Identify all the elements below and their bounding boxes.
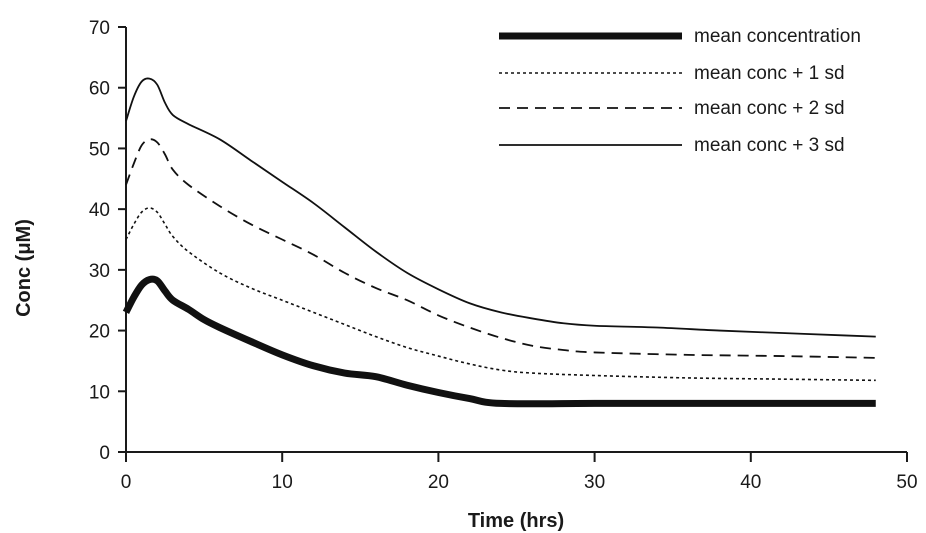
- series-line-3: [125, 138, 876, 359]
- y-tick-label: 0: [99, 443, 110, 464]
- series-line-1: [122, 275, 876, 408]
- series-layer: [122, 77, 876, 408]
- series-line-2: [125, 207, 876, 382]
- y-tick-label: 70: [89, 18, 110, 39]
- y-tick-label: 30: [89, 261, 110, 282]
- y-tick-label: 10: [89, 382, 110, 403]
- y-tick-label: 20: [89, 322, 110, 343]
- x-tick-label: 40: [740, 472, 761, 493]
- x-tick-label: 10: [272, 472, 293, 493]
- ticks: 0 10 20 30 40 50 60 70 0 10 20 30 40 50: [89, 18, 918, 493]
- legend-label-3: mean conc + 2 sd: [694, 98, 845, 119]
- x-tick-label: 50: [896, 472, 917, 493]
- x-tick-label: 30: [584, 472, 605, 493]
- series-line-4: [125, 77, 876, 338]
- y-axis-title: Conc (μM): [13, 219, 35, 317]
- x-axis-title: Time (hrs): [468, 510, 564, 532]
- y-tick-label: 50: [89, 139, 110, 160]
- y-tick-label: 60: [89, 79, 110, 100]
- legend: mean concentration mean conc + 1 sd mean c…: [499, 26, 861, 156]
- x-tick-label: 0: [121, 472, 132, 493]
- legend-label-2: mean conc + 1 sd: [694, 63, 845, 84]
- legend-label-1: mean concentration: [694, 26, 861, 47]
- axes: [118, 27, 907, 453]
- legend-label-4: mean conc + 3 sd: [694, 135, 845, 156]
- x-tick-label: 20: [428, 472, 449, 493]
- y-tick-label: 40: [89, 200, 110, 221]
